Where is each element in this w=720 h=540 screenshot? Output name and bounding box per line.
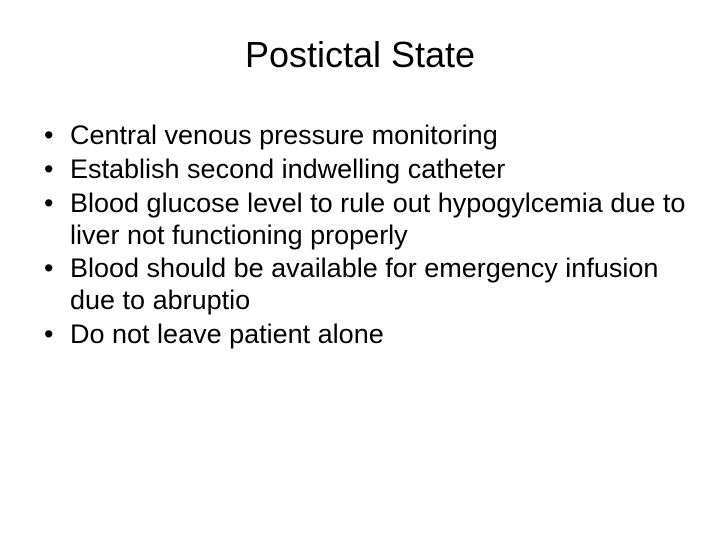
- bullet-item: Blood glucose level to rule out hypogylc…: [40, 188, 692, 252]
- slide-title: Postictal State: [28, 34, 692, 76]
- bullet-item: Blood should be available for emergency …: [40, 253, 692, 317]
- bullet-item: Do not leave patient alone: [40, 319, 692, 351]
- bullet-list: Central venous pressure monitoring Estab…: [28, 120, 692, 351]
- bullet-item: Establish second indwelling catheter: [40, 154, 692, 186]
- bullet-item: Central venous pressure monitoring: [40, 120, 692, 152]
- slide-container: Postictal State Central venous pressure …: [0, 0, 720, 540]
